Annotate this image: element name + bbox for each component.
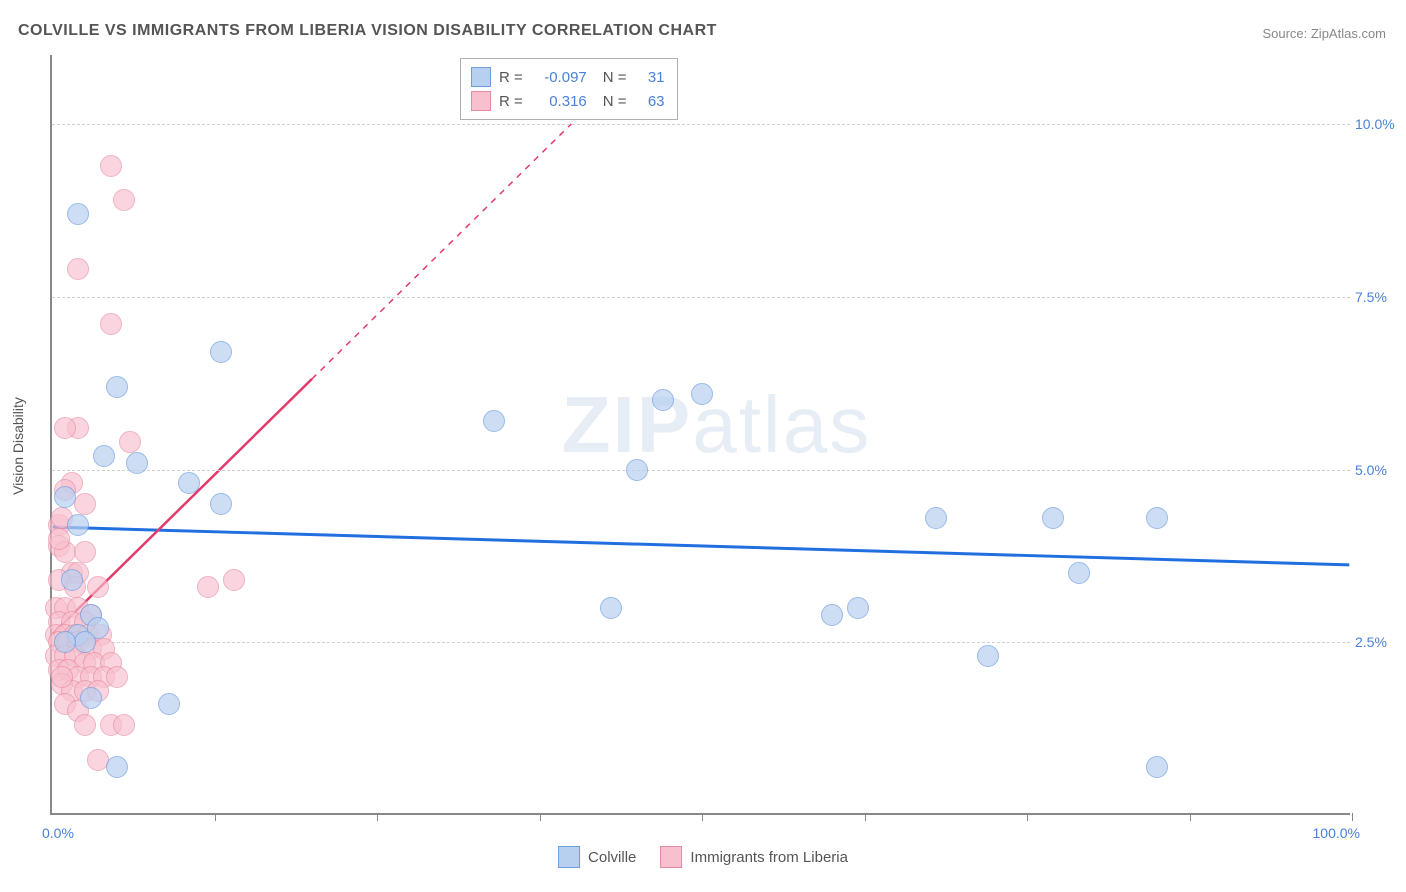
scatter-point-liberia: [106, 666, 128, 688]
scatter-point-colville: [483, 410, 505, 432]
watermark-atlas: atlas: [692, 380, 871, 469]
scatter-point-liberia: [87, 576, 109, 598]
watermark-zip: ZIP: [562, 380, 692, 469]
scatter-point-liberia: [74, 541, 96, 563]
n-value-1: 31: [635, 69, 665, 86]
scatter-point-colville: [93, 445, 115, 467]
scatter-point-colville: [977, 645, 999, 667]
legend-swatch-liberia: [471, 91, 491, 111]
n-value-2: 63: [635, 93, 665, 110]
scatter-point-colville: [691, 383, 713, 405]
scatter-point-colville: [80, 687, 102, 709]
scatter-point-liberia: [74, 493, 96, 515]
xtick: [1190, 813, 1191, 821]
scatter-point-liberia: [100, 313, 122, 335]
scatter-point-liberia: [48, 528, 70, 550]
scatter-point-colville: [106, 756, 128, 778]
legend-item-colville: Colville: [558, 846, 636, 868]
r-label-2: R =: [499, 93, 523, 110]
xtick: [215, 813, 216, 821]
scatter-point-colville: [210, 493, 232, 515]
legend-item-liberia: Immigrants from Liberia: [660, 846, 848, 868]
scatter-point-colville: [61, 569, 83, 591]
plot-area: ZIPatlas 0.0% 100.0% 2.5%5.0%7.5%10.0%: [50, 55, 1350, 815]
source-attribution: Source: ZipAtlas.com: [1262, 26, 1386, 41]
regression-line: [312, 124, 571, 379]
n-label-2: N =: [603, 93, 627, 110]
scatter-point-colville: [652, 389, 674, 411]
r-value-1: -0.097: [531, 69, 587, 86]
gridline-h: [52, 297, 1350, 298]
scatter-point-colville: [106, 376, 128, 398]
r-value-2: 0.316: [531, 93, 587, 110]
gridline-h: [52, 642, 1350, 643]
xtick: [1027, 813, 1028, 821]
scatter-point-colville: [600, 597, 622, 619]
scatter-point-liberia: [51, 666, 73, 688]
legend-swatch-liberia-2: [660, 846, 682, 868]
series-legend: Colville Immigrants from Liberia: [558, 846, 848, 868]
scatter-point-colville: [126, 452, 148, 474]
scatter-point-liberia: [74, 714, 96, 736]
scatter-point-colville: [74, 631, 96, 653]
y-axis-label: Vision Disability: [10, 397, 26, 495]
scatter-point-colville: [847, 597, 869, 619]
ytick-label: 7.5%: [1355, 289, 1405, 305]
xtick: [377, 813, 378, 821]
xtick: [1352, 813, 1353, 821]
ytick-label: 10.0%: [1355, 116, 1405, 132]
scatter-point-liberia: [67, 258, 89, 280]
legend-label-colville: Colville: [588, 849, 636, 866]
scatter-point-colville: [67, 203, 89, 225]
legend-label-liberia: Immigrants from Liberia: [690, 849, 848, 866]
scatter-point-colville: [67, 514, 89, 536]
xtick: [702, 813, 703, 821]
scatter-point-liberia: [113, 714, 135, 736]
scatter-point-liberia: [100, 155, 122, 177]
ytick-label: 2.5%: [1355, 634, 1405, 650]
gridline-h: [52, 470, 1350, 471]
scatter-point-colville: [210, 341, 232, 363]
scatter-point-colville: [925, 507, 947, 529]
regression-line: [53, 527, 1350, 565]
scatter-point-colville: [1146, 507, 1168, 529]
scatter-point-liberia: [113, 189, 135, 211]
scatter-point-liberia: [223, 569, 245, 591]
stats-legend-row-1: R = -0.097 N = 31: [471, 65, 665, 89]
legend-swatch-colville: [471, 67, 491, 87]
r-label-1: R =: [499, 69, 523, 86]
x-origin-label: 0.0%: [42, 825, 74, 841]
scatter-point-liberia: [119, 431, 141, 453]
stats-legend-row-2: R = 0.316 N = 63: [471, 89, 665, 113]
n-label-1: N =: [603, 69, 627, 86]
chart-title: COLVILLE VS IMMIGRANTS FROM LIBERIA VISI…: [18, 22, 717, 40]
scatter-point-colville: [1042, 507, 1064, 529]
scatter-point-colville: [178, 472, 200, 494]
scatter-point-colville: [1146, 756, 1168, 778]
watermark: ZIPatlas: [562, 379, 871, 471]
scatter-point-colville: [821, 604, 843, 626]
stats-legend: R = -0.097 N = 31 R = 0.316 N = 63: [460, 58, 678, 120]
scatter-point-liberia: [197, 576, 219, 598]
scatter-point-colville: [54, 486, 76, 508]
ytick-label: 5.0%: [1355, 462, 1405, 478]
xtick: [865, 813, 866, 821]
scatter-point-colville: [158, 693, 180, 715]
gridline-h: [52, 124, 1350, 125]
regression-lines-layer: [52, 55, 1350, 813]
scatter-point-colville: [626, 459, 648, 481]
scatter-point-colville: [1068, 562, 1090, 584]
x-max-label: 100.0%: [1313, 825, 1360, 841]
xtick: [540, 813, 541, 821]
scatter-point-liberia: [54, 417, 76, 439]
scatter-point-colville: [54, 631, 76, 653]
legend-swatch-colville-2: [558, 846, 580, 868]
